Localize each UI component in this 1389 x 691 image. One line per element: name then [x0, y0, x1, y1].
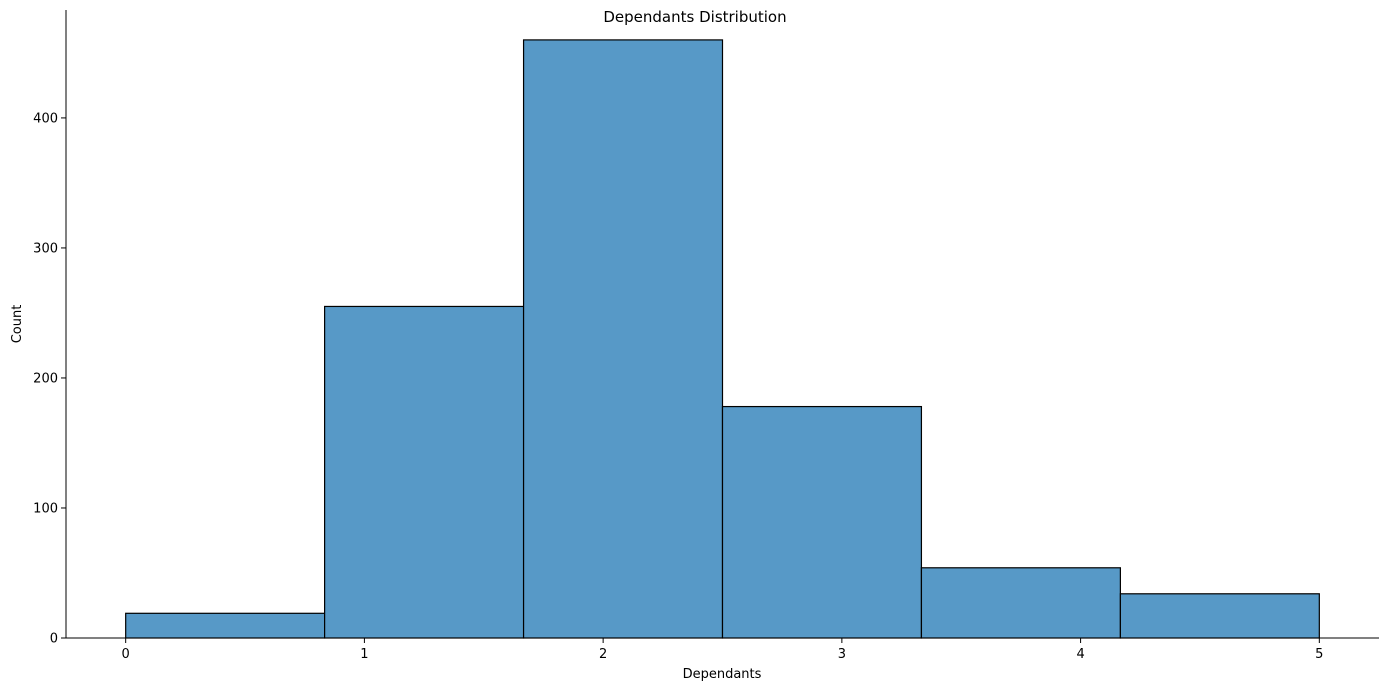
- y-axis-label: Count: [10, 305, 25, 344]
- y-axis: 0 100 200 300 400: [33, 10, 67, 647]
- y-tick-label: 300: [33, 241, 58, 256]
- histogram-bar-3: [721, 405, 923, 639]
- x-tick-label: 4: [1076, 647, 1084, 662]
- x-tick-label: 2: [599, 647, 607, 662]
- histogram-bar-0: [125, 612, 326, 639]
- x-tick-label: 1: [360, 647, 368, 662]
- bars-group: [125, 39, 1320, 639]
- x-axis-label: Dependants: [683, 667, 762, 682]
- x-axis: 0 1 2 3 4 5: [66, 637, 1379, 662]
- histogram-bar-1: [324, 305, 525, 639]
- histogram-bar-5: [1119, 593, 1320, 639]
- x-tick-label: 0: [122, 647, 130, 662]
- x-tick-label: 5: [1315, 647, 1323, 662]
- histogram-bar-4: [920, 567, 1121, 639]
- y-tick-label: 0: [50, 632, 58, 647]
- chart-title: Dependants Distribution: [603, 8, 786, 26]
- histogram-bar-2: [522, 39, 724, 639]
- y-tick-label: 400: [33, 111, 58, 126]
- y-tick-label: 200: [33, 371, 58, 386]
- y-tick-label: 100: [33, 501, 58, 516]
- x-tick-label: 3: [838, 647, 846, 662]
